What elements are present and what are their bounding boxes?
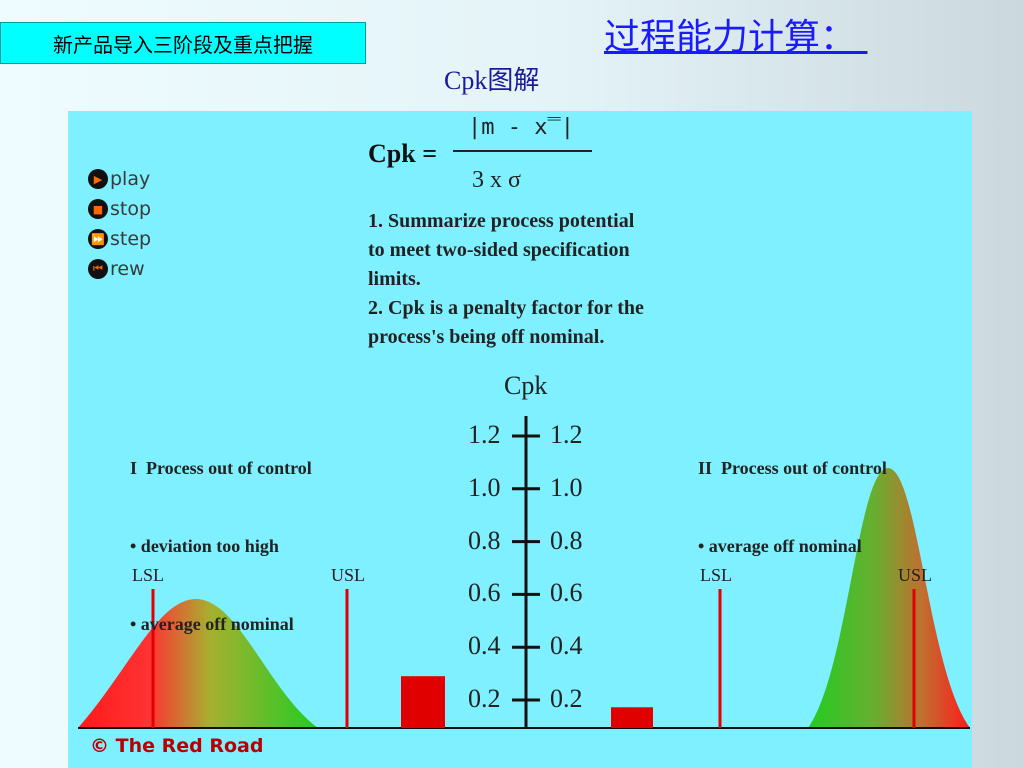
axis-tick-label-right: 1.0 [550, 472, 583, 502]
cpk-bars [401, 676, 653, 728]
description-line: 1. Summarize process potential [368, 210, 635, 232]
copyright: © The Red Road [90, 735, 264, 757]
left-distribution-curve [78, 599, 318, 728]
case-right-bullet: • average off nominal [698, 536, 862, 556]
left-usl-label: USL [331, 565, 366, 585]
step-label: step [110, 228, 152, 250]
axis-tick-label-left: 0.4 [468, 631, 501, 661]
case-left-text: I Process out of control • deviation too… [130, 403, 312, 689]
axis-tick-label-right: 1.2 [550, 420, 583, 449]
page-subtitle: Cpk图解 [444, 66, 540, 95]
play-label: play [110, 168, 151, 190]
rewind-button[interactable]: ⏮ rew [88, 255, 145, 283]
formula-denominator: 3 x σ [472, 167, 521, 193]
stop-button[interactable]: ■ stop [88, 195, 151, 223]
description-line: limits. [368, 268, 421, 290]
right-usl-label: USL [898, 565, 933, 585]
axis-tick-label-right: 0.2 [550, 684, 583, 713]
section-tag: 新产品导入三阶段及重点把握 [0, 22, 366, 64]
axis-tick-label-right: 0.6 [550, 578, 583, 608]
case-left-bullet: • average off nominal [130, 614, 294, 634]
play-button[interactable]: ▶ play [88, 165, 150, 193]
step-button[interactable]: ⏩ step [88, 225, 151, 253]
page-title: 过程能力计算： [604, 17, 868, 58]
case-right-text: II Process out of control • average off … [698, 403, 887, 611]
step-icon: ⏩ [88, 229, 108, 249]
description-line: to meet two-sided specification [368, 239, 630, 261]
case-left-title: I Process out of control [130, 458, 312, 478]
cpk-bar-II [611, 707, 653, 728]
axis-tick-label-left: 1.2 [468, 420, 501, 449]
axis-tick-label-left: 0.2 [468, 684, 501, 713]
formula-numerator: |m - x̿| [468, 115, 574, 140]
right-distribution-curve [808, 468, 970, 728]
stop-icon: ■ [88, 199, 108, 219]
axis-tick-label-left: 0.8 [468, 525, 501, 555]
axis-tick-label-right: 0.8 [550, 525, 583, 555]
right-lsl-label: LSL [700, 565, 733, 585]
case-right-title: II Process out of control [698, 458, 887, 478]
axis-tick-label-left: 1.0 [468, 472, 501, 502]
cpk-bar-I [401, 676, 445, 728]
cpk-description: 1. Summarize process potential to meet t… [368, 207, 728, 352]
animation-panel: Cpk = |m - x̿| 3 x σ ▶ play ■ stop ⏩ ste… [68, 111, 972, 768]
left-lsl-label: LSL [132, 565, 165, 585]
case-left-bullet: • deviation too high [130, 536, 279, 556]
cpk-diagram [78, 150, 970, 729]
axis-tick-label-right: 0.4 [550, 631, 583, 661]
stop-label: stop [110, 198, 152, 220]
formula-label: Cpk = [368, 139, 438, 168]
play-icon: ▶ [88, 169, 108, 189]
description-line: 2. Cpk is a penalty factor for the [368, 297, 644, 319]
cpk-axis-ticks [512, 434, 540, 702]
description-line: process's being off nominal. [368, 326, 605, 348]
cpk-axis-title: Cpk [504, 371, 548, 400]
rewind-label: rew [110, 258, 145, 280]
rewind-icon: ⏮ [88, 259, 108, 279]
axis-tick-label-left: 0.6 [468, 578, 501, 608]
